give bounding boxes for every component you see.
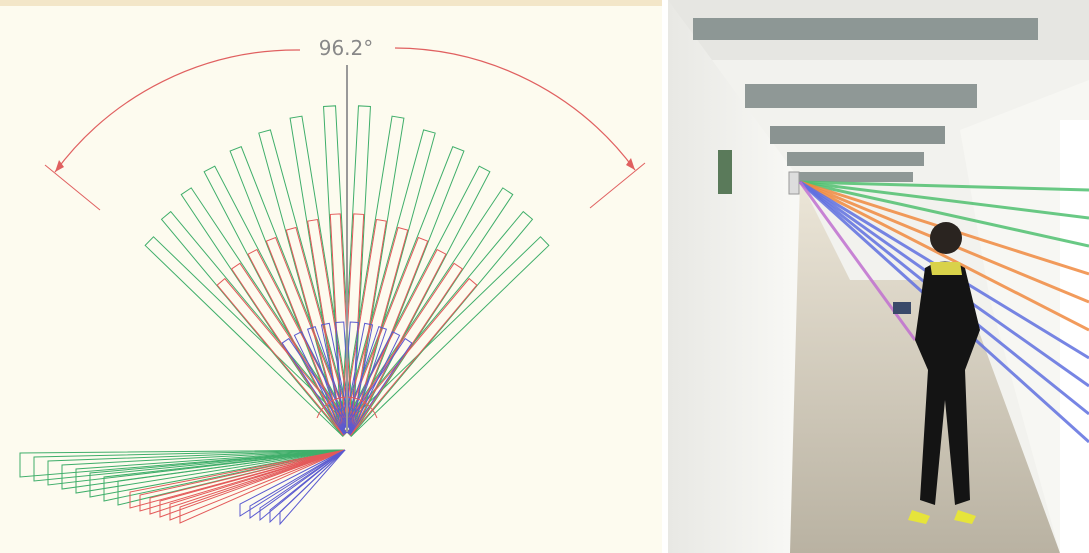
beam	[342, 337, 413, 435]
side-projection	[19, 449, 346, 526]
angle-label: 96.2°	[319, 36, 374, 60]
sensor-ray	[799, 180, 1089, 332]
beam-fan	[144, 105, 550, 438]
sensor-ray	[799, 180, 1089, 248]
sensor-ray	[799, 180, 1089, 192]
angle-arc	[54, 49, 301, 173]
angle-arc	[394, 47, 636, 171]
corridor-photo	[668, 0, 1089, 553]
dimension-line	[589, 162, 646, 209]
panel-border	[0, 0, 662, 6]
dimension-line	[44, 164, 101, 211]
sensor-ray	[799, 180, 1089, 220]
